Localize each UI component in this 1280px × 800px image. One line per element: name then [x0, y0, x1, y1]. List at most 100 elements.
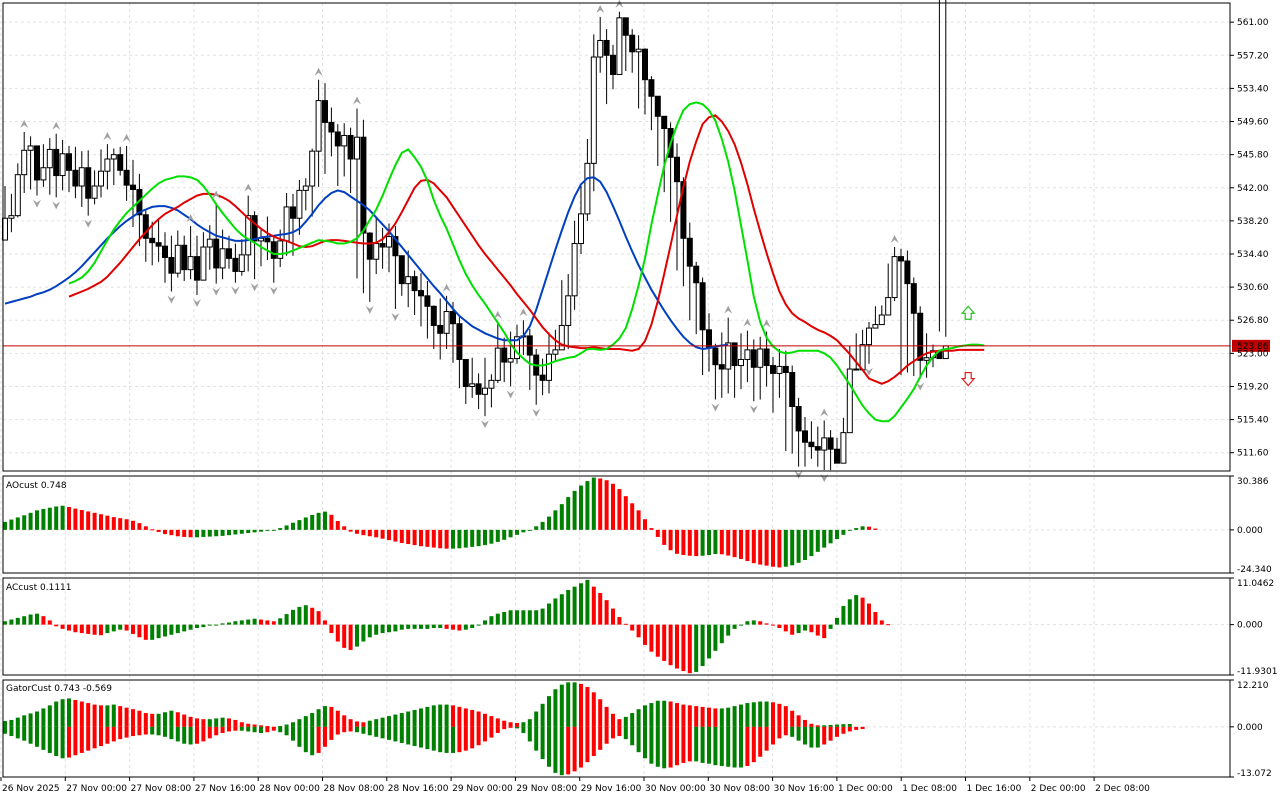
gator-lower-bar	[207, 726, 212, 739]
gator-upper-bar	[822, 725, 827, 727]
gator-lower-bar	[425, 726, 430, 750]
candle-body	[507, 358, 514, 363]
gator-upper-bar	[796, 715, 801, 727]
histogram-bar	[297, 520, 302, 530]
histogram-bar	[579, 485, 583, 530]
histogram-bar	[668, 624, 673, 666]
histogram-bar	[406, 624, 411, 629]
histogram-bar	[495, 529, 500, 542]
gator-upper-bar	[419, 708, 423, 727]
histogram-bar	[335, 624, 340, 642]
histogram-bar	[803, 624, 807, 631]
gator-upper-bar	[342, 715, 347, 727]
candle-body	[40, 167, 47, 181]
histogram-bar	[3, 521, 7, 530]
histogram-bar	[131, 624, 135, 634]
alligator-lips-line	[68, 101, 985, 423]
gator-upper-bar	[675, 703, 679, 727]
histogram-bar	[598, 592, 603, 625]
histogram-bar	[348, 624, 353, 650]
gator-lower-bar	[335, 726, 340, 735]
fractal-up-arrow	[314, 67, 323, 76]
candle-body	[187, 256, 194, 271]
price-tick-label: 530.60	[1237, 283, 1269, 293]
gator-lower-bar	[99, 726, 103, 747]
candle-body	[290, 206, 296, 219]
histogram-bar	[3, 621, 7, 625]
candle-body	[597, 39, 604, 58]
histogram-bar	[182, 529, 187, 537]
histogram-bar	[451, 624, 455, 630]
histogram-bar	[111, 517, 116, 530]
gator-upper-bar	[86, 703, 91, 727]
candle-body	[200, 246, 207, 281]
time-axis[interactable]: 26 Nov 2025 27 Nov 00:00 27 Nov 08:00 27 No…	[0, 777, 1150, 794]
histogram-bar	[559, 504, 564, 530]
ao-panel[interactable]: AOcust 0.748	[3, 477, 878, 568]
gator-lower-bar	[220, 726, 225, 733]
panel-frames	[2, 2, 1231, 778]
histogram-bar	[9, 619, 14, 625]
gator-lower-bar	[419, 726, 423, 748]
gator-upper-bar	[303, 716, 308, 727]
gator-lower-bar	[265, 726, 270, 733]
candle-body	[245, 215, 252, 256]
gator-upper-bar	[495, 718, 500, 727]
histogram-bar	[521, 610, 526, 625]
histogram-bar	[323, 620, 327, 625]
gator-upper-bar	[841, 724, 846, 727]
panel-frame	[2, 475, 1231, 574]
histogram-bar	[604, 480, 609, 530]
gator-upper-bar	[22, 715, 27, 727]
candle-body	[264, 237, 271, 243]
fractal-up-arrow	[596, 4, 605, 13]
gator-lower-bar	[252, 726, 257, 733]
gator-upper-bar	[323, 706, 327, 727]
histogram-bar	[118, 624, 123, 630]
indicator-tick-label: 0.000	[1237, 723, 1263, 733]
gator-lower-bar	[451, 726, 455, 753]
candle-body	[693, 265, 700, 284]
gator-upper-bar	[406, 711, 411, 727]
gator-upper-bar	[195, 718, 199, 727]
gator-upper-bar	[374, 719, 379, 727]
candle-body	[155, 242, 162, 247]
histogram-bar	[534, 526, 539, 530]
candle-body	[309, 150, 316, 187]
histogram-bar	[9, 519, 14, 530]
fractal-up-arrow	[52, 121, 61, 130]
indicator-tick-label: -13.072	[1237, 769, 1272, 779]
gator-upper-bar	[540, 703, 545, 727]
candle-body	[846, 368, 853, 434]
histogram-bar	[700, 529, 705, 556]
price-panel[interactable]	[2, 0, 1231, 483]
histogram-bar	[815, 529, 820, 552]
candle-body	[674, 156, 680, 183]
histogram-bar	[687, 529, 692, 556]
gator-histogram	[3, 682, 865, 776]
histogram-bar	[527, 529, 532, 531]
price-axis[interactable]: 523.86 561.00 557.20 553.40 549.60 545.80 542…	[1230, 18, 1270, 459]
candle-body	[782, 365, 789, 374]
gator-lower-bar	[143, 726, 148, 735]
gator-lower-bar	[508, 726, 513, 728]
gator-upper-bar	[521, 722, 526, 727]
gator-panel[interactable]: GatorCust 0.743 -0.569	[3, 682, 865, 776]
histogram-bar	[476, 529, 481, 547]
candle-body	[411, 276, 418, 292]
gator-lower-bar	[611, 726, 615, 739]
gator-upper-bar	[169, 710, 174, 727]
histogram-bar	[92, 512, 97, 530]
histogram-bar	[585, 579, 590, 625]
ac-panel[interactable]: ACcust 0.1111	[3, 579, 891, 674]
indicator-tick-label: 12.210	[1237, 681, 1269, 691]
histogram-bar	[220, 623, 225, 625]
histogram-bar	[233, 529, 238, 535]
time-tick-label: 1 Dec 00:00	[838, 784, 893, 794]
gator-upper-bar	[790, 710, 795, 727]
candle-body	[149, 237, 156, 244]
gator-lower-bar	[355, 726, 359, 733]
gator-lower-bar	[28, 726, 33, 744]
gator-lower-bar	[777, 726, 782, 739]
